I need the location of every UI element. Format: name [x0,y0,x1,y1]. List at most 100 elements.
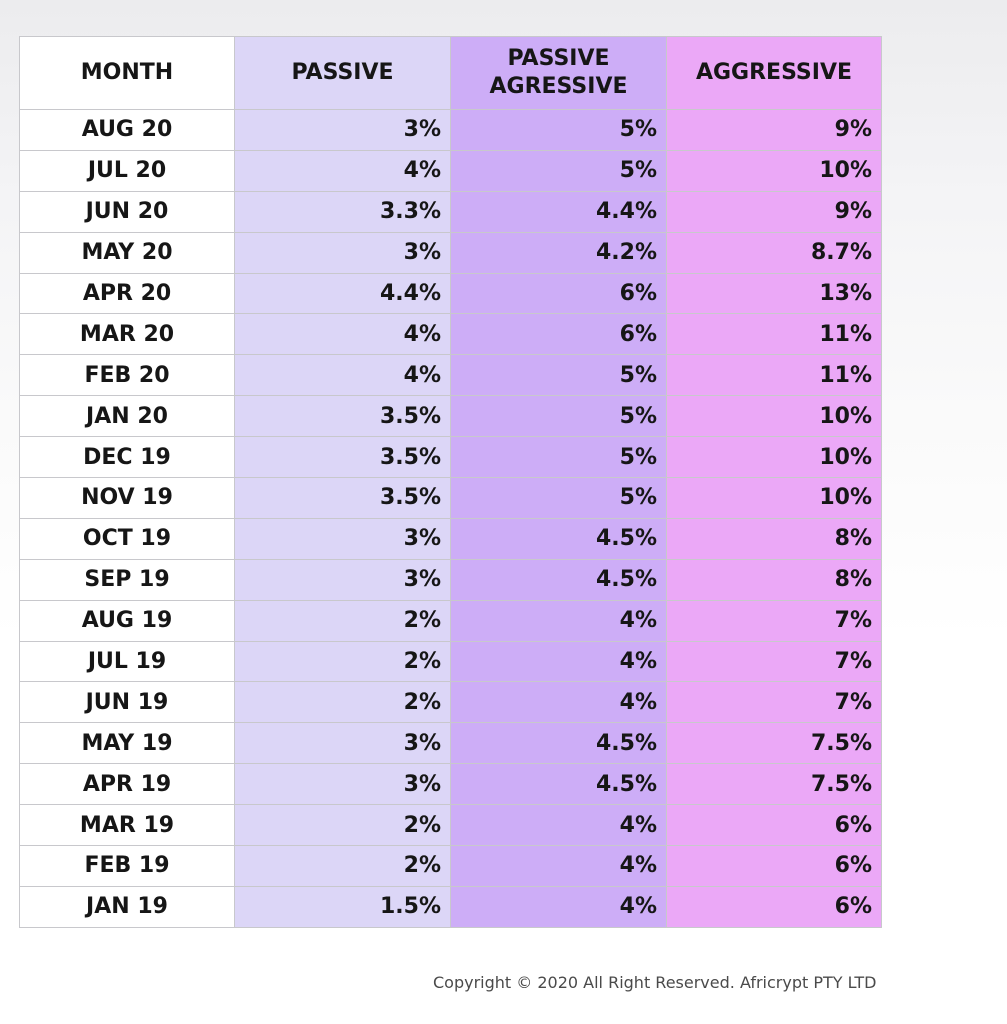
passive-rate-cell: 3% [234,517,451,560]
rates-table: MONTH PASSIVE PASSIVE AGRESSIVE AGGRESSI… [19,36,882,928]
passive-rate-cell: 1.5% [234,885,451,928]
month-cell: FEB 19 [19,845,235,887]
month-cell: JAN 20 [19,395,235,438]
table-row: MAY 20 3% 4.2% 8.7% [19,231,882,274]
aggressive-rate-cell: 10% [666,395,882,438]
passive-rate-cell: 4% [234,149,451,192]
passive-rate-cell: 3% [234,558,451,601]
month-cell: NOV 19 [19,477,235,519]
passive-rate-cell: 4% [234,354,451,397]
table-row: JUN 20 3.3% 4.4% 9% [19,190,882,233]
aggressive-rate-cell: 11% [666,354,882,397]
passive-aggressive-rate-cell: 5% [450,354,667,397]
table-row: NOV 19 3.5% 5% 10% [19,477,882,519]
table-row: MAR 19 2% 4% 6% [19,804,882,847]
table-row: DEC 19 3.5% 5% 10% [19,436,882,479]
aggressive-rate-cell: 6% [666,885,882,928]
table-row: JAN 19 1.5% 4% 6% [19,885,882,928]
copyright-text: Copyright © 2020 All Right Reserved. Afr… [433,973,877,992]
month-cell: AUG 20 [19,109,235,151]
month-cell: JAN 19 [19,885,235,928]
table-row: MAY 19 3% 4.5% 7.5% [19,722,882,765]
aggressive-rate-cell: 13% [666,272,882,315]
table-row: AUG 19 2% 4% 7% [19,599,882,642]
header-passive: PASSIVE [234,36,451,110]
passive-rate-cell: 2% [234,804,451,847]
aggressive-rate-cell: 11% [666,313,882,356]
passive-aggressive-rate-cell: 6% [450,313,667,356]
passive-aggressive-rate-cell: 5% [450,149,667,192]
passive-rate-cell: 3.5% [234,436,451,479]
month-cell: APR 19 [19,763,235,806]
passive-aggressive-rate-cell: 4% [450,599,667,642]
table-row: AUG 20 3% 5% 9% [19,109,882,151]
table-row: FEB 19 2% 4% 6% [19,845,882,887]
passive-aggressive-rate-cell: 6% [450,272,667,315]
aggressive-rate-cell: 9% [666,190,882,233]
table-row: FEB 20 4% 5% 11% [19,354,882,397]
table-row: JUN 19 2% 4% 7% [19,681,882,724]
passive-aggressive-rate-cell: 4.5% [450,722,667,765]
passive-rate-cell: 3% [234,763,451,806]
passive-aggressive-rate-cell: 5% [450,477,667,519]
passive-aggressive-rate-cell: 5% [450,109,667,151]
month-cell: FEB 20 [19,354,235,397]
table-row: SEP 19 3% 4.5% 8% [19,558,882,601]
passive-rate-cell: 3% [234,722,451,765]
passive-aggressive-rate-cell: 4% [450,845,667,887]
month-cell: JUL 20 [19,149,235,192]
table-row: JUL 20 4% 5% 10% [19,149,882,192]
passive-aggressive-rate-cell: 4% [450,804,667,847]
aggressive-rate-cell: 10% [666,149,882,192]
header-passive-aggressive-line2: AGRESSIVE [489,74,628,99]
passive-aggressive-rate-cell: 4.5% [450,763,667,806]
month-cell: AUG 19 [19,599,235,642]
month-cell: MAY 19 [19,722,235,765]
table-row: OCT 19 3% 4.5% 8% [19,517,882,560]
passive-aggressive-rate-cell: 4.5% [450,558,667,601]
passive-rate-cell: 2% [234,599,451,642]
passive-rate-cell: 4% [234,313,451,356]
aggressive-rate-cell: 7% [666,640,882,683]
passive-rate-cell: 3.5% [234,477,451,519]
passive-aggressive-rate-cell: 5% [450,436,667,479]
month-cell: APR 20 [19,272,235,315]
passive-rate-cell: 3% [234,231,451,274]
passive-rate-cell: 2% [234,640,451,683]
passive-aggressive-rate-cell: 4.4% [450,190,667,233]
header-passive-aggressive-line1: PASSIVE [507,46,610,71]
passive-rate-cell: 2% [234,681,451,724]
passive-aggressive-rate-cell: 4% [450,885,667,928]
aggressive-rate-cell: 6% [666,804,882,847]
aggressive-rate-cell: 7.5% [666,722,882,765]
header-aggressive: AGGRESSIVE [666,36,882,110]
aggressive-rate-cell: 7% [666,681,882,724]
month-cell: SEP 19 [19,558,235,601]
month-cell: MAY 20 [19,231,235,274]
table-row: APR 19 3% 4.5% 7.5% [19,763,882,806]
aggressive-rate-cell: 6% [666,845,882,887]
table-row: JUL 19 2% 4% 7% [19,640,882,683]
aggressive-rate-cell: 8.7% [666,231,882,274]
passive-aggressive-rate-cell: 4.2% [450,231,667,274]
aggressive-rate-cell: 8% [666,517,882,560]
passive-rate-cell: 3.3% [234,190,451,233]
passive-aggressive-rate-cell: 4% [450,640,667,683]
month-cell: MAR 19 [19,804,235,847]
aggressive-rate-cell: 7% [666,599,882,642]
passive-rate-cell: 4.4% [234,272,451,315]
aggressive-rate-cell: 10% [666,436,882,479]
aggressive-rate-cell: 7.5% [666,763,882,806]
month-cell: JUN 20 [19,190,235,233]
month-cell: JUL 19 [19,640,235,683]
table-row: MAR 20 4% 6% 11% [19,313,882,356]
passive-aggressive-rate-cell: 4.5% [450,517,667,560]
header-passive-aggressive: PASSIVE AGRESSIVE [450,36,667,110]
month-cell: DEC 19 [19,436,235,479]
table-header-row: MONTH PASSIVE PASSIVE AGRESSIVE AGGRESSI… [19,36,882,110]
month-cell: OCT 19 [19,517,235,560]
month-cell: JUN 19 [19,681,235,724]
table-body: AUG 20 3% 5% 9% JUL 20 4% 5% 10% JUN 20 3.3% 4.4% 9… [19,109,882,928]
passive-aggressive-rate-cell: 5% [450,395,667,438]
passive-rate-cell: 2% [234,845,451,887]
